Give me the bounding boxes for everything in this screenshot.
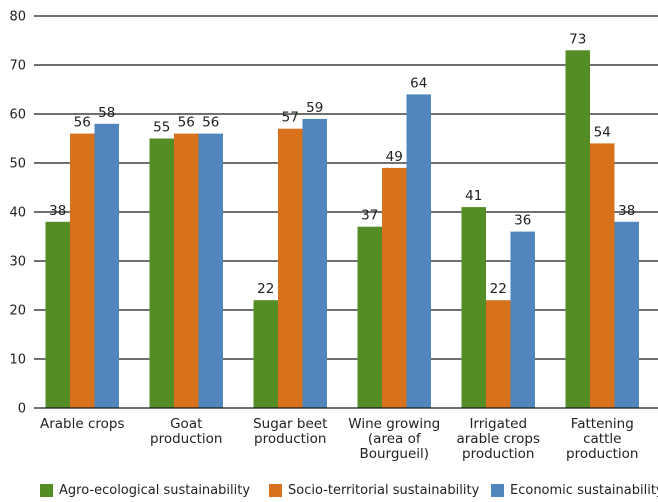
bar-3-0 — [357, 226, 382, 408]
x-tick-label-line: Arable crops — [40, 416, 125, 432]
data-label: 56 — [178, 115, 195, 131]
x-tick-label: Goat production — [150, 416, 223, 447]
x-tick-label-line: Fattening — [571, 416, 634, 432]
x-tick-label: Sugar beet production — [253, 416, 327, 447]
bar-chart: 0 10 20 30 40 50 60 70 80 38 56 58 55 56 56 22 57 59 37 49… — [9, 10, 658, 462]
bar-1-1 — [174, 133, 199, 408]
data-label: 36 — [514, 213, 531, 229]
bar-3-2 — [406, 94, 431, 409]
y-axis: 0 10 20 30 40 50 60 70 80 — [9, 10, 26, 417]
y-tick-label: 0 — [18, 402, 26, 417]
x-tick-label-line: production — [254, 431, 327, 447]
legend: Agro-ecological sustainability Socio-ter… — [0, 480, 658, 502]
bar-4-0 — [461, 207, 486, 408]
gridlines — [34, 15, 658, 360]
data-label: 56 — [202, 115, 219, 131]
legend-label-socio-territorial: Socio-territorial sustainability — [288, 483, 480, 498]
legend-item-economic: Economic sustainability — [491, 483, 658, 498]
bar-5-0 — [565, 50, 590, 409]
legend-label-economic: Economic sustainability — [510, 483, 658, 498]
y-tick-label: 10 — [9, 353, 26, 368]
data-label: 73 — [569, 31, 586, 47]
data-label: 38 — [49, 203, 66, 219]
bar-5-2 — [614, 221, 639, 408]
y-tick-label: 60 — [9, 108, 26, 123]
y-tick-label: 40 — [9, 206, 26, 221]
bar-3-1 — [382, 167, 407, 408]
legend-swatch-socio-territorial — [269, 484, 282, 497]
x-tick-label: Wine growing (area of Bourgueil) — [348, 416, 440, 462]
y-tick-label: 70 — [9, 59, 26, 74]
bar-2-2 — [302, 118, 327, 409]
x-tick-label-line: production — [566, 446, 639, 462]
y-tick-label: 80 — [9, 10, 26, 25]
data-label: 57 — [282, 110, 299, 126]
y-tick-label: 30 — [9, 255, 26, 270]
x-tick-label: Irrigated arable crops production — [456, 416, 540, 462]
y-tick-label: 20 — [9, 304, 26, 319]
x-tick-label-line: arable crops — [456, 431, 540, 447]
x-tick-label-line: production — [150, 431, 223, 447]
legend-swatch-agro-ecological — [40, 484, 53, 497]
data-label: 22 — [257, 281, 274, 297]
data-label: 54 — [594, 124, 611, 140]
x-tick-label: Arable crops — [40, 416, 125, 432]
data-label: 41 — [465, 188, 482, 204]
legend-item-agro-ecological: Agro-ecological sustainability — [40, 483, 250, 498]
bars — [45, 50, 639, 409]
data-label: 49 — [386, 149, 403, 165]
legend-swatch-economic — [491, 484, 504, 497]
bar-0-0 — [45, 221, 70, 408]
x-tick-label-line: Irrigated — [469, 416, 527, 432]
x-tick-label-line: Wine growing — [348, 416, 440, 432]
bar-0-1 — [70, 133, 95, 408]
bar-4-2 — [510, 231, 535, 408]
x-tick-label-line: Goat — [170, 416, 202, 432]
x-tick-label: Fattening cattle production — [566, 416, 639, 462]
x-tick-label-line: production — [462, 446, 535, 462]
data-label: 64 — [410, 75, 427, 91]
bar-0-2 — [94, 123, 119, 409]
data-label: 37 — [361, 208, 378, 224]
data-label: 56 — [74, 115, 91, 131]
legend-item-socio-territorial: Socio-territorial sustainability — [269, 483, 479, 498]
bar-1-2 — [198, 133, 223, 408]
data-label: 59 — [306, 100, 323, 116]
bar-2-0 — [253, 300, 278, 408]
x-tick-label-line: Bourgueil) — [359, 446, 429, 462]
x-tick-label-line: Sugar beet — [253, 416, 327, 432]
data-labels: 38 56 58 55 56 56 22 57 59 37 49 64 41 22 36 73 54 38 — [49, 31, 635, 297]
data-label: 58 — [98, 105, 115, 121]
data-label: 38 — [618, 203, 635, 219]
data-label: 22 — [490, 281, 507, 297]
bar-5-1 — [590, 143, 615, 408]
data-label: 55 — [153, 120, 170, 136]
bar-4-1 — [486, 300, 511, 408]
bar-1-0 — [149, 138, 174, 408]
bar-2-1 — [278, 128, 303, 408]
legend-label-agro-ecological: Agro-ecological sustainability — [59, 483, 251, 498]
x-tick-label-line: cattle — [583, 431, 621, 447]
x-tick-label-line: (area of — [368, 431, 422, 447]
y-tick-label: 50 — [9, 157, 26, 172]
